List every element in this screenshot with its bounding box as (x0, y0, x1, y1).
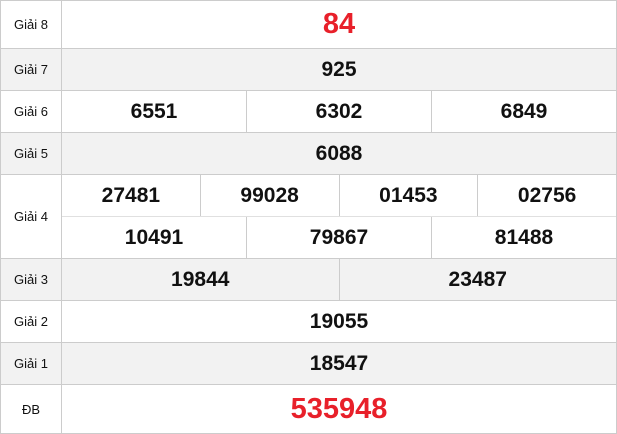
prize-number: 10491 (124, 225, 184, 249)
prize-values: 18547 (62, 343, 617, 384)
prize-label: Giải 3 (1, 259, 62, 300)
prize-label: Giải 4 (1, 175, 62, 258)
prize-label: Giải 2 (1, 301, 62, 342)
prize-number: 84 (322, 8, 356, 40)
prize-label: Giải 7 (1, 49, 62, 90)
prize-values: 535948 (62, 385, 617, 433)
prize-number: 18547 (309, 351, 369, 375)
prize-values: 84 (62, 1, 617, 48)
prize-line: 27481 99028 01453 02756 (62, 175, 616, 216)
prize-number: 02756 (477, 175, 616, 216)
prize-row: Giải 6 6551 6302 6849 (1, 91, 617, 133)
prize-values: 925 (62, 49, 617, 90)
prize-row: Giải 1 18547 (1, 343, 617, 385)
prize-label: Giải 5 (1, 133, 62, 174)
prize-label: Giải 1 (1, 343, 62, 384)
prize-line: 84 (62, 1, 616, 48)
prize-values: 27481 99028 01453 02756 10491 79867 81488 (62, 175, 617, 258)
prize-label: Giải 8 (1, 1, 62, 48)
prize-number: 79867 (246, 217, 431, 258)
prize-line: 19055 (62, 301, 616, 342)
prize-number: 19055 (309, 309, 369, 333)
prize-number: 6849 (431, 91, 616, 132)
prize-values: 19844 23487 (62, 259, 617, 300)
prize-row: Giải 2 19055 (1, 301, 617, 343)
prize-row: Giải 5 6088 (1, 133, 617, 175)
prize-row: Giải 4 27481 99028 01453 02756 10491 79867 8148… (1, 175, 617, 259)
prize-number: 81488 (431, 217, 616, 258)
prize-number: 6551 (130, 99, 178, 123)
prize-number: 27481 (101, 183, 161, 207)
prize-values: 6088 (62, 133, 617, 174)
prize-number: 6302 (246, 91, 431, 132)
prize-number: 925 (321, 57, 357, 81)
prize-line: 6551 6302 6849 (62, 91, 616, 132)
prize-number: 99028 (199, 175, 339, 216)
prize-values: 19055 (62, 301, 617, 342)
prize-label: ĐB (1, 385, 62, 433)
prize-line: 925 (62, 49, 616, 90)
prize-line: 6088 (62, 133, 616, 174)
prize-number: 535948 (290, 392, 388, 425)
prize-label: Giải 6 (1, 91, 62, 132)
prize-row: Giải 7 925 (1, 49, 617, 91)
prize-line: 18547 (62, 343, 616, 384)
prize-line: 535948 (62, 385, 616, 433)
prize-number: 01453 (338, 175, 478, 216)
prize-number: 23487 (338, 259, 617, 300)
prize-line: 10491 79867 81488 (62, 216, 616, 258)
prize-row: Giải 3 19844 23487 (1, 259, 617, 301)
prize-row: ĐB 535948 (1, 385, 617, 434)
prize-row: Giải 8 84 (1, 1, 617, 49)
prize-values: 6551 6302 6849 (62, 91, 617, 132)
prize-number: 6088 (315, 141, 363, 165)
prize-number: 19844 (171, 267, 230, 291)
prize-line: 19844 23487 (62, 259, 616, 300)
